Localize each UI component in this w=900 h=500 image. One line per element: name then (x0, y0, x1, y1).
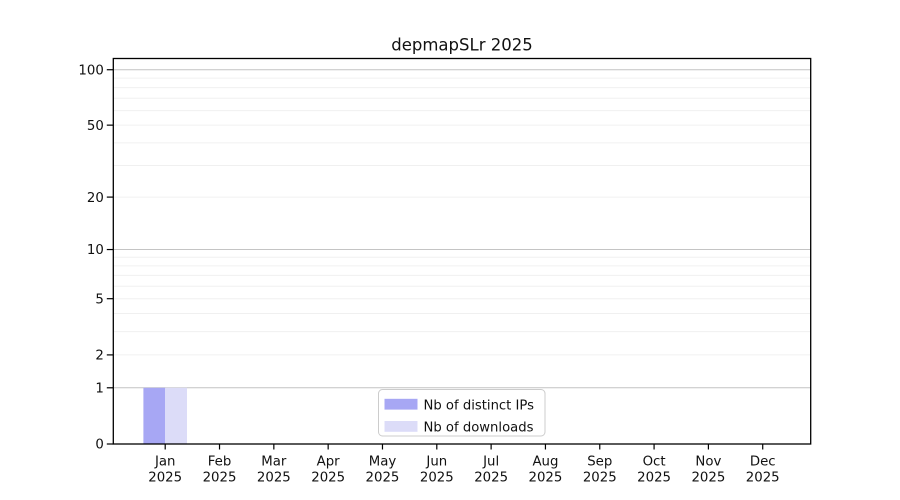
x-tick-label-year: 2025 (746, 471, 780, 486)
legend-swatch (384, 421, 418, 432)
legend-box (378, 389, 546, 437)
x-tick-label-year: 2025 (691, 471, 725, 486)
x-tick-label-month: Sep (587, 454, 612, 469)
y-tick-label: 20 (87, 191, 104, 206)
x-tick-label-month: Jul (482, 454, 499, 469)
x-tick-label-year: 2025 (420, 471, 454, 486)
x-tick-label-month: Nov (695, 454, 721, 469)
legend: Nb of distinct IPs Nb of downloads (378, 389, 546, 437)
x-tick-label-year: 2025 (311, 471, 345, 486)
y-tick-label: 2 (95, 349, 103, 364)
x-tick-label-year: 2025 (637, 471, 671, 486)
x-tick-label-year: 2025 (366, 471, 400, 486)
y-tick-label: 100 (78, 63, 103, 78)
plot-border (112, 57, 812, 445)
x-tick-label-month: Jun (425, 454, 447, 469)
y-tick-label: 1 (95, 381, 103, 396)
x-tick-label-year: 2025 (529, 471, 563, 486)
y-tick-label: 0 (95, 438, 103, 453)
x-tick-label-year: 2025 (203, 471, 237, 486)
x-tick-label-month: May (369, 454, 397, 469)
x-tick-label-year: 2025 (148, 471, 182, 486)
bar-jan-downloads (165, 387, 187, 444)
x-tick-label-month: Jan (154, 454, 176, 469)
x-tick-label-month: Feb (208, 454, 232, 469)
x-tick-label-year: 2025 (583, 471, 617, 486)
x-tick-label-month: Aug (532, 454, 558, 469)
x-tick-label-month: Dec (750, 454, 776, 469)
x-tick-label-month: Apr (317, 454, 341, 469)
x-tick-label-month: Oct (643, 454, 666, 469)
axes-layer: 0 1 2 5 10 20 50 100 Jan 2025 Feb 2025 Mar 2025 Apr 202… (78, 57, 812, 486)
y-tick-label: 50 (87, 119, 104, 134)
bar-jan-distinct-ips (143, 387, 166, 444)
legend-label: Nb of downloads (424, 421, 534, 436)
x-tick-label-year: 2025 (474, 471, 508, 486)
grid-layer (113, 69, 811, 389)
legend-label: Nb of distinct IPs (424, 398, 535, 413)
legend-swatch (384, 398, 418, 410)
chart-title: depmapSLr 2025 (391, 36, 532, 55)
x-tick-label-month: Mar (261, 454, 287, 469)
x-tick-label-year: 2025 (257, 471, 291, 486)
y-tick-label: 5 (95, 292, 103, 307)
y-tick-label: 10 (87, 243, 104, 258)
bars-layer (143, 387, 187, 444)
